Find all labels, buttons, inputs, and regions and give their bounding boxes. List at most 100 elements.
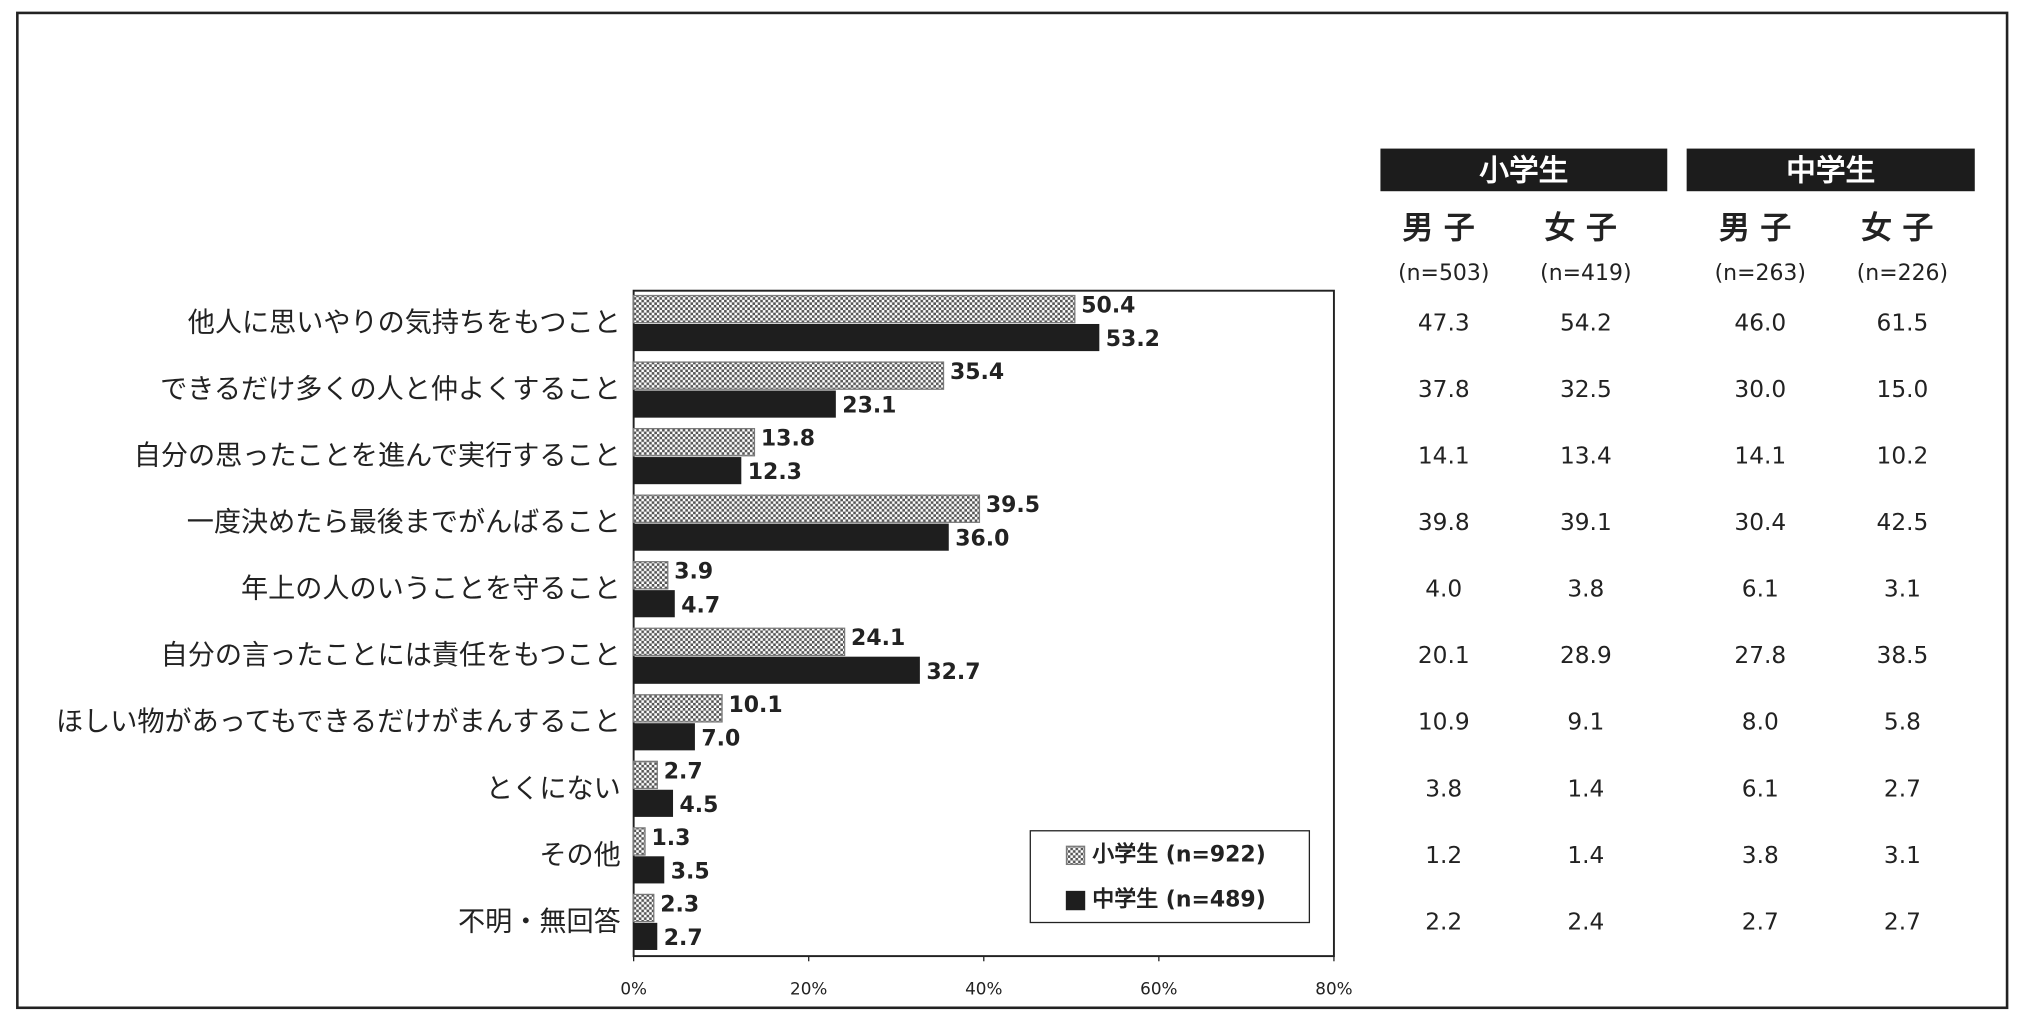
value-label: 4.7	[681, 593, 720, 618]
table-cell: 1.4	[1567, 775, 1604, 802]
value-label: 13.8	[761, 427, 815, 452]
table-cell: 3.8	[1567, 576, 1604, 603]
group-header: 中学生	[1786, 153, 1875, 188]
category-label: 一度決めたら最後までがんばること	[187, 507, 621, 538]
table-cell: 38.5	[1877, 642, 1929, 669]
value-label: 39.5	[986, 493, 1040, 518]
bar	[633, 656, 920, 684]
table-cell: 6.1	[1742, 576, 1779, 603]
category-label: できるだけ多くの人と仲よくすること	[160, 374, 621, 405]
group-header-bg	[1686, 148, 1975, 192]
table-cell: 32.5	[1560, 376, 1612, 403]
table-cell: 5.8	[1884, 709, 1921, 736]
table-cell: 6.1	[1742, 775, 1779, 802]
x-tick-label: 40%	[965, 979, 1002, 999]
table-cell: 2.4	[1567, 908, 1604, 935]
category-label: 他人に思いやりの気持ちをもつこと	[188, 307, 621, 338]
bar	[632, 494, 981, 523]
bar	[633, 723, 695, 751]
bar	[632, 694, 723, 723]
bar	[632, 361, 945, 390]
bar	[633, 789, 674, 817]
column-n: (n=419)	[1540, 261, 1631, 286]
bar	[632, 561, 669, 590]
table-cell: 9.1	[1567, 709, 1604, 736]
bar	[633, 323, 1100, 352]
x-tick-label: 20%	[790, 979, 827, 999]
value-label: 35.4	[950, 360, 1004, 385]
value-label: 23.1	[842, 394, 896, 419]
bar	[633, 590, 675, 618]
value-label: 10.1	[729, 693, 783, 718]
value-label: 7.0	[701, 726, 740, 751]
category-label: 不明・無回答	[458, 906, 621, 937]
table-cell: 3.1	[1884, 576, 1921, 603]
bar	[633, 856, 665, 884]
bar	[633, 523, 949, 551]
table-cell: 30.0	[1734, 376, 1786, 403]
group-header: 小学生	[1479, 153, 1568, 188]
x-tick-label: 80%	[1315, 979, 1352, 999]
x-tick-label: 60%	[1140, 979, 1177, 999]
value-label: 12.3	[748, 460, 802, 485]
table-cell: 28.9	[1560, 642, 1612, 669]
category-label: 自分の思ったことを進んで実行すること	[134, 441, 621, 472]
value-label: 24.1	[851, 626, 905, 651]
table-cell: 54.2	[1560, 309, 1612, 336]
table-cell: 2.7	[1742, 908, 1779, 935]
value-label: 2.7	[664, 759, 703, 784]
column-header: 男子	[1402, 210, 1485, 246]
table-cell: 1.4	[1567, 842, 1604, 869]
value-label: 53.2	[1106, 327, 1160, 352]
table-cell: 47.3	[1418, 309, 1470, 336]
table-cell: 20.1	[1418, 642, 1470, 669]
table-cell: 27.8	[1734, 642, 1786, 669]
value-label: 4.5	[679, 793, 718, 818]
table-cell: 3.8	[1425, 775, 1462, 802]
value-label: 50.4	[1081, 294, 1135, 319]
bar	[632, 827, 646, 856]
bar	[632, 627, 846, 657]
bar	[632, 760, 658, 790]
category-label: ほしい物があってもできるだけがまんすること	[56, 707, 621, 738]
table-cell: 10.2	[1877, 443, 1929, 470]
x-tick-label: 0%	[620, 979, 647, 999]
value-label: 2.7	[664, 926, 703, 951]
column-n: (n=263)	[1715, 261, 1806, 286]
bar	[632, 427, 756, 457]
table-cell: 3.1	[1884, 842, 1921, 869]
bar	[633, 457, 742, 485]
table-cell: 37.8	[1418, 376, 1470, 403]
category-label: 年上の人のいうことを守ること	[241, 574, 621, 605]
value-label: 3.5	[671, 859, 710, 884]
table-cell: 15.0	[1877, 376, 1929, 403]
column-n: (n=503)	[1398, 261, 1489, 286]
bar	[633, 922, 658, 950]
legend-swatch	[1065, 890, 1086, 911]
value-label: 3.9	[674, 560, 713, 585]
value-label: 32.7	[926, 660, 980, 685]
column-header: 女子	[1861, 210, 1944, 246]
legend-label: 中学生 (n=489)	[1092, 887, 1265, 913]
legend-swatch	[1065, 845, 1086, 866]
table-cell: 42.5	[1877, 509, 1929, 536]
table-cell: 14.1	[1418, 443, 1470, 470]
bar	[632, 294, 1076, 324]
table-cell: 13.4	[1560, 443, 1612, 470]
category-label: 自分の言ったことには責任をもつこと	[161, 640, 621, 671]
frame	[16, 11, 2009, 1010]
table-cell: 39.8	[1418, 509, 1470, 536]
category-label: とくにない	[486, 773, 621, 804]
table-cell: 14.1	[1734, 443, 1786, 470]
table-cell: 10.9	[1418, 709, 1470, 736]
table-cell: 61.5	[1877, 309, 1929, 336]
column-n: (n=226)	[1857, 261, 1948, 286]
table-cell: 2.7	[1884, 775, 1921, 802]
legend-label: 小学生 (n=922)	[1092, 841, 1265, 867]
table-cell: 46.0	[1734, 309, 1786, 336]
value-label: 1.3	[651, 826, 690, 851]
bar	[633, 390, 836, 418]
category-label: その他	[539, 840, 620, 871]
